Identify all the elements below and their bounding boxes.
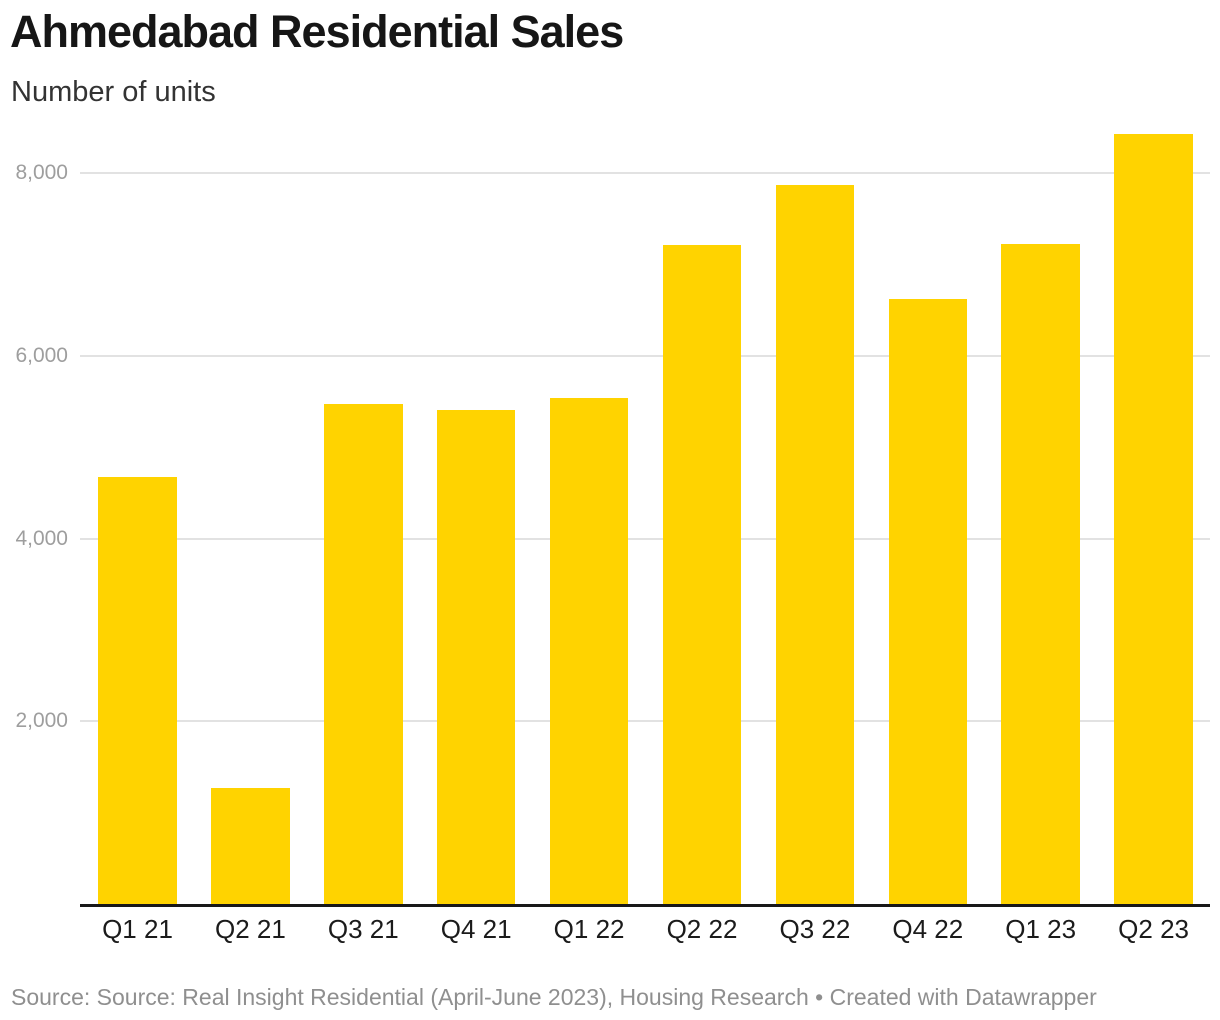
x-axis-tick-label: Q4 21	[440, 914, 512, 944]
source-label: Source:	[11, 984, 91, 1010]
chart-footer: Source: Source: Real Insight Residential…	[11, 980, 1097, 1014]
y-axis-tick-label: 2,000	[15, 709, 68, 733]
y-axis-tick-label: 6,000	[15, 343, 68, 367]
footer-separator: •	[815, 984, 824, 1010]
bar-q3-22	[775, 185, 855, 904]
bar-q4-22	[888, 299, 968, 904]
x-axis-tick-label: Q2 22	[666, 914, 738, 944]
bar-q2-22	[662, 244, 742, 904]
bar-q4-21	[436, 409, 516, 904]
bar-q3-21	[324, 404, 403, 904]
source-text: Source: Real Insight Residential (April-…	[96, 984, 809, 1010]
bar-q1-23	[1001, 243, 1080, 904]
x-axis-tick-label: Q1 21	[102, 914, 173, 944]
y-axis-tick-label: 4,000	[15, 526, 68, 550]
x-axis-tick-label: Q1 23	[1005, 914, 1077, 944]
x-axis-tick-label: Q1 22	[553, 914, 625, 944]
bar-q2-23	[1114, 134, 1193, 904]
gridline	[80, 720, 1210, 723]
gridline	[80, 354, 1210, 357]
x-axis-baseline	[80, 904, 1210, 907]
x-axis-tick-label: Q3 22	[779, 914, 851, 944]
bar-q1-21	[98, 477, 177, 904]
x-axis-tick-label: Q3 21	[327, 914, 399, 944]
datawrapper-attribution-link[interactable]: Created with Datawrapper	[829, 984, 1097, 1010]
x-axis-tick-label: Q4 22	[892, 914, 964, 944]
bar-q2-21	[211, 787, 290, 904]
x-axis-tick-label: Q2 23	[1118, 914, 1189, 944]
bar-q1-22	[549, 397, 629, 904]
chart-subtitle: Number of units	[11, 76, 216, 108]
gridline	[80, 537, 1210, 540]
y-axis-tick-label: 8,000	[15, 161, 68, 185]
gridline	[80, 172, 1210, 175]
chart-title: Ahmedabad Residential Sales	[10, 6, 624, 57]
x-axis-tick-label: Q2 21	[214, 914, 286, 944]
